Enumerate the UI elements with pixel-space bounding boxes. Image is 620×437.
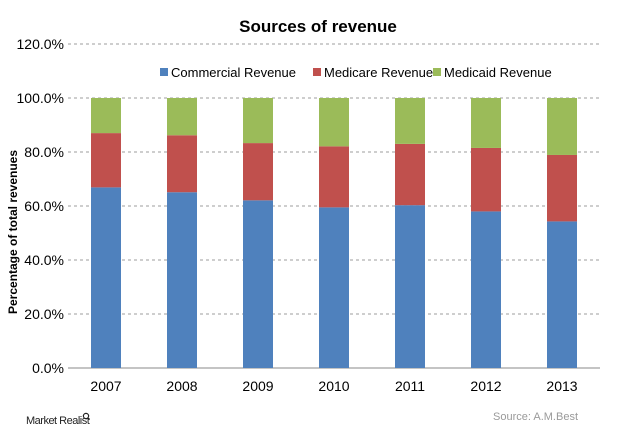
bar-medicaid-revenue-2013 — [547, 98, 577, 155]
legend-label: Medicaid Revenue — [444, 65, 552, 80]
bar-commercial-revenue-2013 — [547, 221, 577, 368]
x-tick-label: 2013 — [546, 378, 577, 394]
bar-medicaid-revenue-2008 — [167, 98, 197, 136]
source-note: Source: A.M.Best — [493, 411, 578, 423]
bar-medicaid-revenue-2010 — [319, 98, 349, 147]
bar-commercial-revenue-2007 — [91, 187, 121, 368]
y-axis-label: Percentage of total revenues — [6, 150, 20, 314]
bar-commercial-revenue-2012 — [471, 211, 501, 368]
y-tick-label: 80.0% — [24, 144, 64, 160]
y-tick-label: 120.0% — [17, 36, 64, 52]
bar-medicare-revenue-2008 — [167, 135, 197, 193]
x-tick-label: 2008 — [166, 378, 197, 394]
legend-swatch — [433, 68, 441, 76]
y-tick-label: 60.0% — [24, 198, 64, 214]
chart-title: Sources of revenue — [239, 17, 397, 36]
y-tick-label: 100.0% — [17, 90, 64, 106]
y-tick-label: 20.0% — [24, 306, 64, 322]
bar-medicare-revenue-2012 — [471, 147, 501, 212]
bar-medicare-revenue-2011 — [395, 143, 425, 206]
market-realist-logo: Market Realist — [26, 412, 90, 427]
bar-commercial-revenue-2010 — [319, 207, 349, 368]
x-tick-label: 2011 — [395, 378, 425, 394]
legend-swatch — [313, 68, 321, 76]
bar-medicare-revenue-2009 — [243, 143, 273, 201]
y-tick-label: 0.0% — [32, 360, 64, 376]
bar-commercial-revenue-2011 — [395, 205, 425, 368]
bar-medicare-revenue-2013 — [547, 154, 577, 222]
bar-commercial-revenue-2009 — [243, 200, 273, 368]
bar-medicaid-revenue-2009 — [243, 98, 273, 144]
legend-label: Medicare Revenue — [324, 65, 433, 80]
bar-medicaid-revenue-2011 — [395, 98, 425, 144]
x-tick-label: 2009 — [242, 378, 273, 394]
bar-commercial-revenue-2008 — [167, 192, 197, 368]
y-tick-label: 40.0% — [24, 252, 64, 268]
bar-medicaid-revenue-2007 — [91, 98, 121, 134]
logo-text: Market Realist — [26, 415, 90, 427]
x-tick-label: 2012 — [470, 378, 501, 394]
bar-medicare-revenue-2010 — [319, 146, 349, 208]
bar-medicaid-revenue-2012 — [471, 98, 501, 148]
legend-label: Commercial Revenue — [171, 65, 296, 80]
magnifier-icon — [82, 412, 90, 421]
legend-swatch — [160, 68, 168, 76]
x-tick-label: 2007 — [90, 378, 121, 394]
bar-medicare-revenue-2007 — [91, 133, 121, 188]
x-tick-label: 2010 — [318, 378, 349, 394]
